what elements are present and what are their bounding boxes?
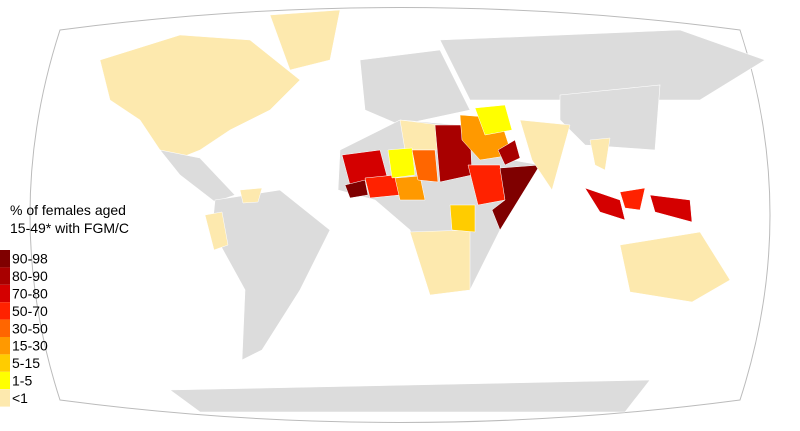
russia [439,29,766,101]
southeast-asia [589,137,611,171]
south-america [211,189,331,361]
legend-swatch [0,389,10,407]
sumatra [584,187,626,221]
peru [204,211,229,251]
legend-label: 70-80 [12,286,48,302]
borneo [619,187,646,211]
africa [337,119,541,296]
china [559,84,661,151]
legend-swatch [0,371,10,390]
land [99,9,766,413]
antarctica [169,379,651,413]
legend-title: % of females aged [10,202,126,218]
legend-swatch [0,354,10,372]
legend-swatch [0,337,10,355]
southern-africa [409,229,471,296]
nigeria [394,175,426,201]
legend-label: <1 [12,390,28,406]
india [519,119,571,191]
kenya-tanzania [449,204,476,233]
europe [359,49,471,126]
legend-swatch [0,319,10,337]
colombia [239,187,263,204]
legend-swatch [0,302,10,320]
legend-label: 50-70 [12,303,48,319]
legend-label: 5-15 [12,355,40,371]
legend-label: 15-30 [12,338,48,354]
somalia [491,164,541,231]
legend-label: 1-5 [12,373,32,389]
north-america [99,34,301,159]
legend-label: 30-50 [12,320,48,336]
iraq-iran [474,104,513,136]
legend-title: 15-49* with FGM/C [10,220,129,236]
burkina-faso [364,174,401,199]
guinea [344,179,369,199]
greenland [269,9,341,71]
legend-label: 80-90 [12,268,48,284]
legend-label: 90-98 [12,251,48,267]
niger [387,147,416,179]
sulawesi-papua [649,194,693,223]
legend-swatch [0,250,10,268]
legend-swatch [0,284,10,303]
legend-swatch [0,267,10,285]
legend: % of females aged 15-49* with FGM/C 90-9… [0,202,129,407]
north-africa [399,119,441,151]
chad [411,149,439,183]
yemen-oman [497,139,521,166]
australia [619,231,731,303]
